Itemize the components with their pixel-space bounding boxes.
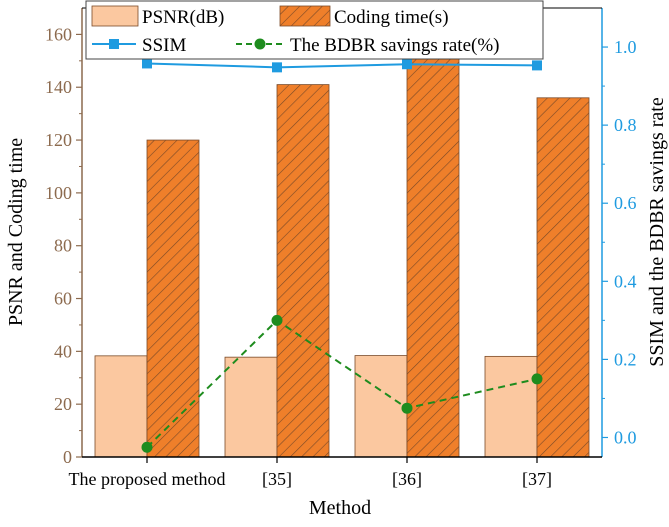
y2-axis-title: SSIM and the BDBR savings rate (646, 97, 668, 367)
x-tick-label: [36] (392, 469, 422, 489)
x-tick-label: [37] (522, 469, 552, 489)
right-tick-label: 1.0 (614, 37, 637, 57)
right-tick-label: 0.4 (614, 271, 637, 291)
bdbr-point (401, 402, 413, 414)
legend-coding-swatch (279, 5, 331, 27)
coding-time-bar (536, 97, 590, 458)
right-ticks-layer: 0.0 0.2 0.4 0.6 0.8 1.0 (602, 37, 637, 447)
psnr-bar (224, 356, 278, 458)
left-tick-label: 160 (45, 24, 72, 44)
coding-time-bar (276, 84, 330, 458)
left-tick-label: 140 (45, 77, 72, 97)
legend-bdbr-marker (254, 38, 266, 50)
bdbr-point (531, 373, 543, 385)
ssim-point (532, 60, 542, 71)
bdbr-line (146, 319, 538, 448)
left-tick-label: 20 (54, 394, 72, 414)
right-tick-label: 0.2 (614, 349, 637, 369)
bdbr-point (141, 441, 153, 453)
left-tick-label: 40 (54, 341, 72, 361)
x-tick-label: The proposed method (69, 469, 226, 489)
x-axis-title: Method (309, 497, 371, 519)
left-tick-label: 80 (54, 236, 72, 256)
legend-coding-label: Coding time(s) (334, 7, 449, 28)
legend-psnr-swatch (91, 5, 139, 27)
lines-layer (141, 58, 543, 453)
x-tick-label: [35] (262, 469, 292, 489)
left-tick-label: 120 (45, 130, 72, 150)
ssim-point (402, 59, 412, 70)
ssim-point (142, 58, 152, 69)
right-tick-label: 0.0 (614, 427, 637, 447)
bdbr-point (271, 314, 283, 326)
x-ticks-layer: The proposed method [35] [36] [37] (69, 457, 552, 489)
left-tick-label: 0 (63, 447, 72, 467)
legend: PSNR(dB) Coding time(s) SSIM The BDBR sa… (85, 0, 544, 60)
left-ticks-layer: 0 20 40 60 80 100 120 140 160 (45, 24, 82, 467)
ssim-line (146, 62, 538, 69)
ssim-point (272, 62, 282, 73)
right-tick-label: 0.8 (614, 115, 637, 135)
bars-layer (94, 41, 590, 458)
psnr-bar (484, 355, 538, 458)
coding-time-bar (146, 139, 200, 458)
legend-psnr-label: PSNR(dB) (142, 7, 224, 28)
legend-ssim-marker (109, 39, 119, 49)
legend-ssim-label: SSIM (142, 35, 186, 56)
right-tick-label: 0.6 (614, 193, 637, 213)
psnr-bar (354, 355, 408, 458)
psnr-bar (94, 355, 148, 458)
left-tick-label: 60 (54, 289, 72, 309)
coding-time-bar (406, 41, 460, 458)
legend-bdbr-label: The BDBR savings rate(%) (290, 35, 499, 56)
left-tick-label: 100 (45, 183, 72, 203)
y-axis-title: PSNR and Coding time (5, 138, 27, 326)
